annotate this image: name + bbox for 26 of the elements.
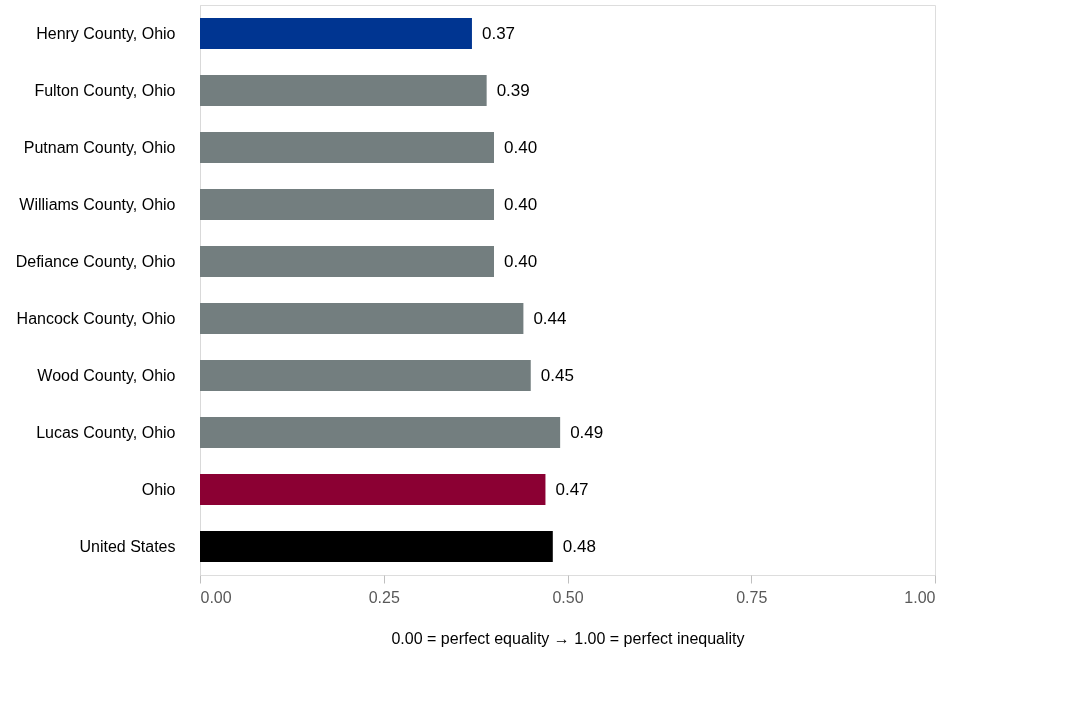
y-tick-label: Henry County, Ohio — [36, 24, 176, 42]
x-tick-label: 0.00 — [200, 588, 232, 606]
y-tick-label: Defiance County, Ohio — [15, 252, 176, 270]
y-tick-label: Lucas County, Ohio — [36, 423, 176, 441]
y-tick-label: Ohio — [141, 480, 176, 498]
data-label: 0.37 — [481, 23, 516, 43]
x-axis-title: 0.00 = perfect equality → 1.00 = perfect inequality — [391, 629, 745, 647]
y-tick-label: Wood County, Ohio — [37, 366, 176, 384]
x-tick-label: 0.75 — [736, 588, 768, 606]
data-label: 0.44 — [533, 308, 567, 328]
data-label: 0.49 — [570, 422, 604, 442]
y-tick-label: Putnam County, Ohio — [23, 138, 176, 156]
y-tick-label: Williams County, Ohio — [19, 195, 176, 213]
data-label: 0.40 — [504, 137, 538, 157]
data-label: 0.40 — [504, 251, 538, 271]
y-tick-label: Fulton County, Ohio — [34, 81, 176, 99]
y-tick-label: United States — [79, 537, 176, 555]
data-label: 0.48 — [562, 536, 596, 556]
y-tick-label: Hancock County, Ohio — [16, 309, 176, 327]
x-tick-label: 0.25 — [368, 588, 400, 606]
data-label: 0.40 — [504, 194, 538, 214]
data-label: 0.39 — [496, 80, 530, 100]
data-label: 0.47 — [555, 479, 589, 499]
x-tick-label: 1.00 — [904, 588, 936, 606]
x-tick-label: 0.50 — [552, 588, 584, 606]
data-label: 0.45 — [540, 365, 574, 385]
